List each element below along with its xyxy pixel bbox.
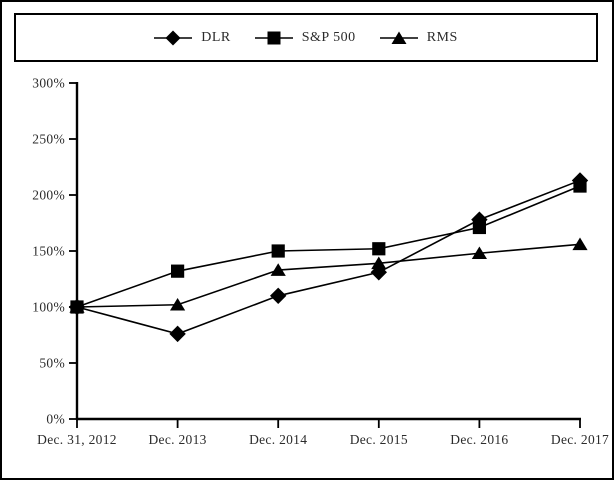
y-tick-label: 100% [32,300,65,315]
x-tick-label: Dec. 2014 [249,432,307,447]
legend-label-rms: RMS [426,29,458,45]
y-tick-label: 300% [32,76,65,91]
x-tick-label: Dec. 2015 [350,432,408,447]
rms-marker [572,237,588,251]
y-tick-label: 150% [32,244,65,259]
series-s-p-500 [70,179,587,314]
square-marker-icon [254,31,293,44]
x-tick-label: Dec. 31, 2012 [37,432,117,447]
y-tick-label: 250% [32,132,65,147]
series-line-dlr [76,179,581,335]
x-tick-label: Dec. 2017 [551,432,609,447]
x-tick-label: Dec. 2016 [450,432,508,447]
series-line-s-p-500 [76,185,581,308]
legend-label-dlr: DLR [201,29,231,45]
legend: DLR S&P 500 RMS [14,13,598,62]
diamond-marker-icon [154,30,193,45]
legend-item-rms: RMS [379,29,458,47]
legend-label-sp500: S&P 500 [301,29,356,45]
y-tick-label: 200% [32,188,65,203]
series-dlr [68,172,589,343]
series-rms [69,237,588,313]
y-tick-label: 0% [46,412,65,427]
y-tick-label: 50% [39,356,65,371]
triangle-marker-icon [379,31,418,44]
legend-item-sp500: S&P 500 [254,29,356,47]
legend-item-dlr: DLR [154,29,231,47]
series-line-rms [76,243,581,308]
x-tick-label: Dec. 2013 [149,432,207,447]
